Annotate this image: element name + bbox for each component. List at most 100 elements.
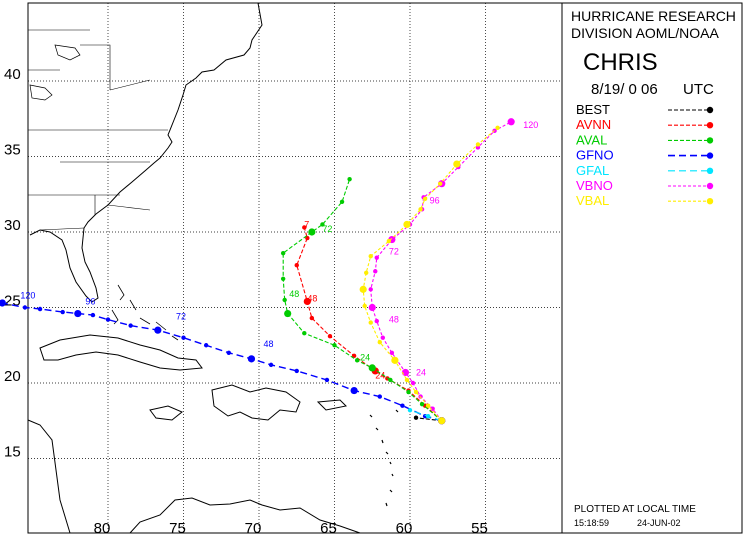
track-point xyxy=(327,333,333,339)
lake-outline xyxy=(29,44,81,101)
lon-tick-label: 65 xyxy=(320,520,337,537)
track-point xyxy=(37,306,43,312)
legend-item-gfal: GFAL xyxy=(576,163,714,178)
forecast-date-time: 8/19/ 0 06 xyxy=(591,81,658,98)
track-point xyxy=(351,353,357,359)
track-hour-label: 72 xyxy=(322,224,332,234)
track-point xyxy=(475,142,481,147)
legend-label: GFAL xyxy=(576,163,609,178)
bahamas-islands xyxy=(111,284,179,341)
track-point xyxy=(368,287,373,292)
org-line-1: HURRICANE RESEARCH xyxy=(571,8,736,24)
track-point xyxy=(380,335,386,340)
legend-label: GFNO xyxy=(576,148,614,163)
longitude-labels: 80 75 70 65 60 55 xyxy=(94,520,488,537)
legend-label: AVNN xyxy=(576,117,611,132)
track-point xyxy=(377,394,382,399)
track-point xyxy=(324,377,330,383)
legend-label: AVAL xyxy=(576,132,607,147)
legend-marker xyxy=(706,106,714,114)
lon-tick-label: 60 xyxy=(396,520,413,537)
track-point xyxy=(181,335,186,340)
storm-name: CHRIS xyxy=(583,49,658,76)
track-point xyxy=(368,320,373,325)
track-point xyxy=(368,303,376,312)
track-point xyxy=(418,207,423,212)
track-point xyxy=(154,326,162,334)
info-panel-frame xyxy=(561,2,743,534)
track-point xyxy=(362,303,367,309)
track-point xyxy=(60,309,65,315)
track-hour-label: 72 xyxy=(389,247,399,257)
track-point xyxy=(507,118,515,126)
track-hour-label: 96 xyxy=(85,296,95,306)
legend-label: BEST xyxy=(576,102,610,117)
track-hour-label: 120 xyxy=(523,120,538,130)
lat-tick-label: 15 xyxy=(4,444,21,461)
lesser-antilles xyxy=(369,409,399,507)
track-line xyxy=(282,179,443,422)
track-hour-label: 48 xyxy=(264,339,274,349)
track-point xyxy=(413,415,419,420)
cuba-outline xyxy=(39,334,203,371)
track-point xyxy=(388,377,393,383)
lat-tick-label: 30 xyxy=(4,217,21,234)
legend-marker xyxy=(706,152,714,159)
us-east-coast-outline xyxy=(29,2,263,303)
track-point xyxy=(374,318,379,324)
track-point xyxy=(302,225,307,230)
track-point xyxy=(438,417,446,425)
org-line-2: DIVISION AOML/NOAA xyxy=(571,25,719,41)
track-hour-label: 48 xyxy=(307,293,317,303)
track-point xyxy=(303,297,311,306)
legend-item-aval: AVAL xyxy=(576,132,714,147)
time-zone-label: UTC xyxy=(683,81,714,98)
track-point xyxy=(128,323,133,328)
central-america-coast xyxy=(27,419,71,534)
track-point xyxy=(105,317,111,322)
track-point xyxy=(377,340,382,345)
coastlines xyxy=(27,2,399,534)
hispaniola-outline xyxy=(211,384,301,421)
legend-label: VBAL xyxy=(576,193,609,208)
track-point xyxy=(294,368,299,374)
legend-marker xyxy=(706,137,714,144)
track-hour-label: 96 xyxy=(430,195,440,205)
puerto-rico-outline xyxy=(316,399,348,411)
track-point xyxy=(374,255,379,260)
track-point xyxy=(453,160,461,168)
track-point xyxy=(404,377,410,383)
legend-item-vbal: VBAL xyxy=(576,193,714,208)
legend-marker xyxy=(706,182,714,190)
legend-marker xyxy=(706,198,714,205)
track-point xyxy=(350,386,358,395)
track-point xyxy=(294,263,299,268)
track-point xyxy=(339,199,345,204)
plot-date: 24-JUN-02 xyxy=(637,518,681,528)
track-hour-label: 24 xyxy=(360,352,370,362)
legend-item-avnn: AVNN xyxy=(576,117,714,132)
track-point xyxy=(400,403,405,408)
track-point xyxy=(0,299,6,307)
track-point xyxy=(22,305,28,310)
track-point xyxy=(280,276,286,282)
track-point xyxy=(203,343,209,348)
track-point xyxy=(386,238,392,244)
legend-item-best: BEST xyxy=(576,102,714,117)
jamaica-outline xyxy=(149,405,183,421)
track-point xyxy=(305,235,310,241)
track-point xyxy=(347,176,352,182)
track-hour-label: 72 xyxy=(176,312,186,322)
forecast-tracks: 24 48 7 24 48 72 48 72 96 120 24 48 72 96 120 xyxy=(0,118,538,425)
south-america-coast xyxy=(129,497,361,534)
lat-tick-label: 40 xyxy=(4,66,21,83)
track-point xyxy=(475,145,481,150)
track-point xyxy=(406,389,411,395)
legend-label: VBNO xyxy=(576,178,613,193)
legend-item-vbno: VBNO xyxy=(576,178,714,193)
track-point xyxy=(90,312,96,318)
lat-tick-label: 25 xyxy=(4,293,21,310)
latitude-labels: 40 35 30 25 20 15 xyxy=(4,66,21,461)
track-gfno: 48 72 96 120 xyxy=(0,290,446,425)
